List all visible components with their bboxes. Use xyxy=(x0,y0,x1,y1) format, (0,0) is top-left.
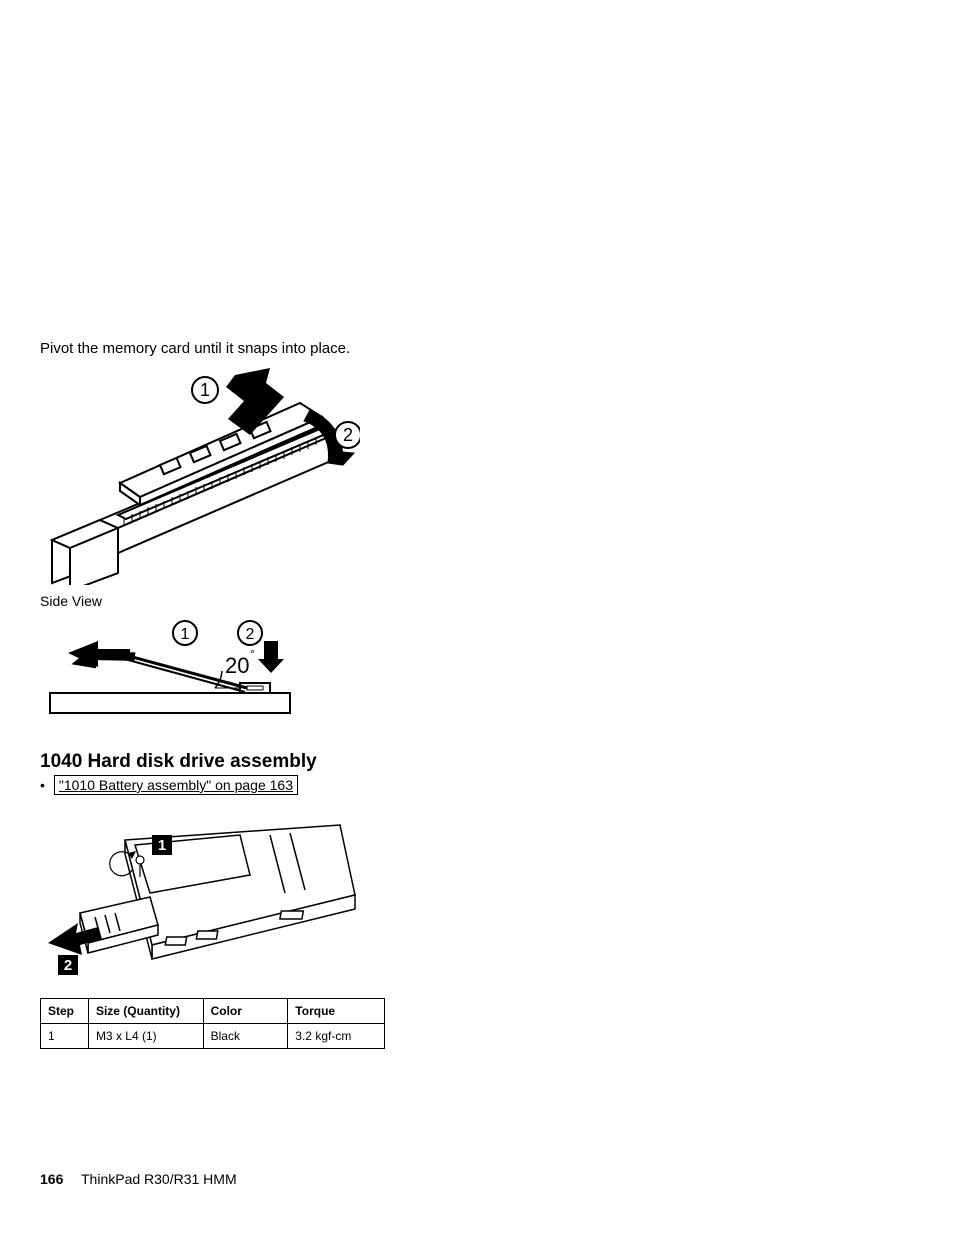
hdd-badge-2: 2 xyxy=(58,955,78,975)
page-number: 166 xyxy=(40,1171,63,1187)
figure-side-view: 20 ° 1 2 xyxy=(40,613,300,723)
callout-1: 1 xyxy=(192,377,218,403)
prereq-bullet: • "1010 Battery assembly" on page 163 xyxy=(40,775,914,795)
td-torque: 3.2 kgf-cm xyxy=(288,1024,385,1049)
section-heading: 1040 Hard disk drive assembly xyxy=(40,751,914,773)
th-torque: Torque xyxy=(288,999,385,1024)
page-footer: 166 ThinkPad R30/R31 HMM xyxy=(40,1171,237,1187)
th-size: Size (Quantity) xyxy=(88,999,203,1024)
svg-text:1: 1 xyxy=(158,837,166,854)
bullet-dot: • xyxy=(40,777,50,793)
td-size: M3 x L4 (1) xyxy=(88,1024,203,1049)
table-row: 1 M3 x L4 (1) Black 3.2 kgf-cm xyxy=(41,1024,385,1049)
figure-hdd-removal: 1 2 xyxy=(40,805,360,980)
svg-text:1: 1 xyxy=(181,626,190,643)
instruction-text: Pivot the memory card until it snaps int… xyxy=(40,340,914,357)
angle-degree: ° xyxy=(250,647,255,661)
th-step: Step xyxy=(41,999,89,1024)
svg-text:1: 1 xyxy=(200,380,210,400)
td-color: Black xyxy=(203,1024,288,1049)
svg-text:2: 2 xyxy=(64,957,72,974)
screw-table: Step Size (Quantity) Color Torque 1 M3 x… xyxy=(40,998,385,1049)
page: Pivot the memory card until it snaps int… xyxy=(0,0,954,1235)
hdd-badge-1: 1 xyxy=(152,835,172,855)
arrow-2-side xyxy=(258,641,284,673)
doc-title: ThinkPad R30/R31 HMM xyxy=(81,1171,237,1187)
side-callout-1: 1 xyxy=(173,621,197,645)
svg-text:2: 2 xyxy=(246,626,255,643)
th-color: Color xyxy=(203,999,288,1024)
side-callout-2: 2 xyxy=(238,621,262,645)
link-battery-assembly[interactable]: "1010 Battery assembly" on page 163 xyxy=(54,775,298,795)
table-header-row: Step Size (Quantity) Color Torque xyxy=(41,999,385,1024)
angle-label: 20 xyxy=(225,653,249,678)
td-step: 1 xyxy=(41,1024,89,1049)
figure-memory-install: 1 2 xyxy=(40,365,360,585)
side-view-label: Side View xyxy=(40,593,914,609)
callout-2: 2 xyxy=(335,422,360,448)
svg-text:2: 2 xyxy=(343,425,353,445)
